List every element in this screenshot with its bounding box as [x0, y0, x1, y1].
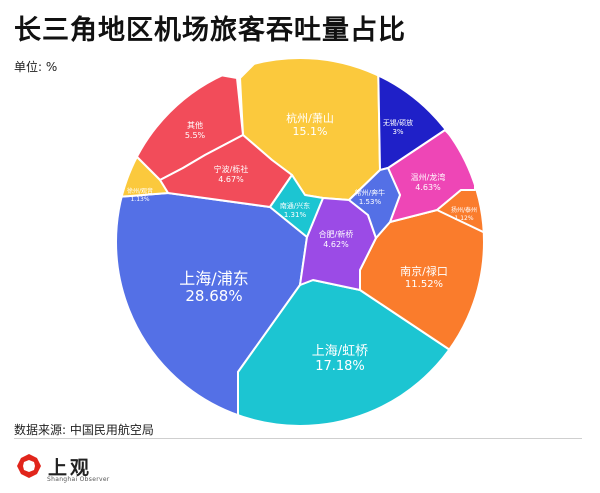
- cell-name-label: 徐州/观音: [127, 187, 153, 195]
- cell-value-label: 4.67%: [218, 175, 244, 184]
- cell-value-label: 4.62%: [323, 240, 349, 249]
- cell-value-label: 1.13%: [130, 196, 149, 203]
- cell-name-label: 南京/禄口: [400, 264, 448, 278]
- cell-value-label: 4.63%: [415, 183, 441, 192]
- cell-name-label: 无锡/硕放: [383, 118, 413, 127]
- unit-label: 单位: %: [14, 60, 58, 74]
- cell-value-label: 17.18%: [315, 359, 365, 374]
- voronoi-cell: [436, 159, 484, 241]
- cell-value-label: 1.12%: [454, 215, 473, 222]
- voronoi-cell: [159, 134, 293, 208]
- cell-name-label: 杭州/萧山: [286, 111, 334, 125]
- cell-value-label: 1.31%: [284, 211, 307, 219]
- logo-icon: [17, 454, 41, 478]
- cell-value-label: 5.5%: [185, 131, 206, 140]
- cell-name-label: 合肥/新桥: [319, 229, 354, 239]
- data-source: 数据来源: 中国民用航空局: [14, 423, 154, 437]
- cell-value-label: 1.53%: [359, 198, 382, 206]
- shanghai-observer-logo: 上观 Shanghai Observer: [16, 453, 126, 485]
- cell-name-label: 常州/奔牛: [355, 188, 385, 197]
- chart-title: 长三角地区机场旅客吞吐量占比: [14, 15, 406, 46]
- logo-subtitle: Shanghai Observer: [47, 476, 110, 483]
- footer-divider: [14, 438, 582, 439]
- cell-name-label: 其他: [187, 120, 203, 130]
- cell-name-label: 南通/兴东: [280, 201, 310, 210]
- cell-name-label: 温州/龙湾: [411, 172, 446, 182]
- cell-value-label: 3%: [392, 128, 403, 136]
- voronoi-cell: [348, 167, 401, 239]
- logo-text: 上观: [48, 457, 93, 479]
- cell-name-label: 上海/浦东: [179, 269, 248, 288]
- cell-value-label: 15.1%: [293, 125, 328, 138]
- voronoi-cell: [299, 197, 377, 291]
- cell-value-label: 11.52%: [405, 279, 443, 290]
- cell-name-label: 宁波/栎社: [214, 164, 249, 174]
- voronoi-cell: [269, 174, 324, 238]
- cell-name-label: 上海/虹桥: [312, 344, 368, 359]
- cell-name-label: 扬州/泰州: [451, 206, 477, 214]
- cell-value-label: 28.68%: [185, 287, 242, 305]
